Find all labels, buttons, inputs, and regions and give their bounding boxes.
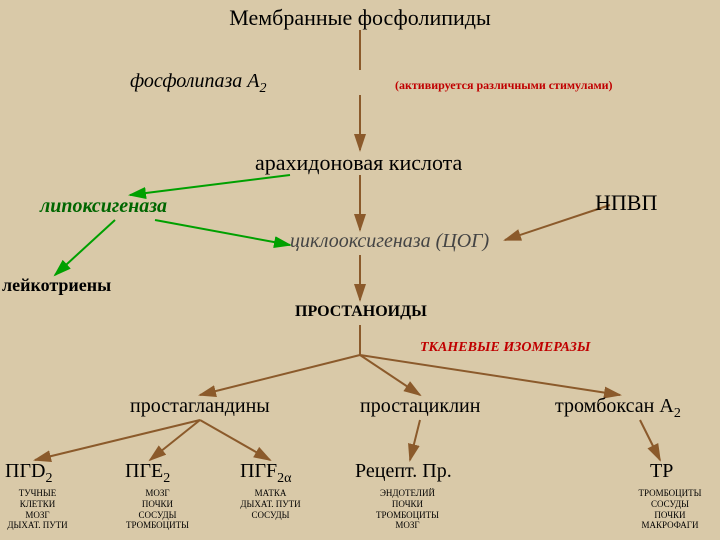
cells1: ТУЧНЫЕ КЛЕТКИ МОЗГ ДЫХАТ. ПУТИ (0, 488, 75, 531)
cells3: МАТКА ДЫХАТ. ПУТИ СОСУДЫ (233, 488, 308, 520)
prostanoids-label: ПРОСТАНОИДЫ (295, 303, 427, 321)
pgf2a-label: ПГF2α (240, 460, 291, 487)
thromboxane-label: тромбоксан А2 (555, 395, 681, 422)
lipoxygenase-label: липоксигеназа (40, 195, 167, 218)
pgd2-label: ПГD2 (5, 460, 52, 487)
cells5: ТРОМБОЦИТЫ СОСУДЫ ПОЧКИ МАКРОФАГИ (630, 488, 710, 531)
leukotrienes-label: лейкотриены (2, 275, 111, 296)
prostacyclin-label: простациклин (360, 395, 480, 418)
tp-label: ТР (650, 460, 673, 483)
cells2: МОЗГ ПОЧКИ СОСУДЫ ТРОМБОЦИТЫ (120, 488, 195, 531)
phospholipase-label: фосфолипаза А2 (130, 70, 267, 97)
cells4: ЭНДОТЕЛИЙ ПОЧКИ ТРОМБОЦИТЫ МОЗГ (365, 488, 450, 531)
pge2-label: ПГЕ2 (125, 460, 170, 487)
isomerases-label: ТКАНЕВЫЕ ИЗОМЕРАЗЫ (420, 340, 590, 356)
receptor-label: Рецепт. Пр. (355, 460, 452, 483)
title: Мембранные фосфолипиды (0, 5, 720, 31)
cox-label: циклооксигеназа (ЦОГ) (290, 230, 489, 253)
prostaglandins-label: простагландины (130, 395, 270, 418)
stimuli-label: (активируется различными стимулами) (395, 78, 613, 93)
arachidonic-label: арахидоновая кислота (255, 150, 462, 176)
nsaid-label: НПВП (595, 190, 657, 216)
